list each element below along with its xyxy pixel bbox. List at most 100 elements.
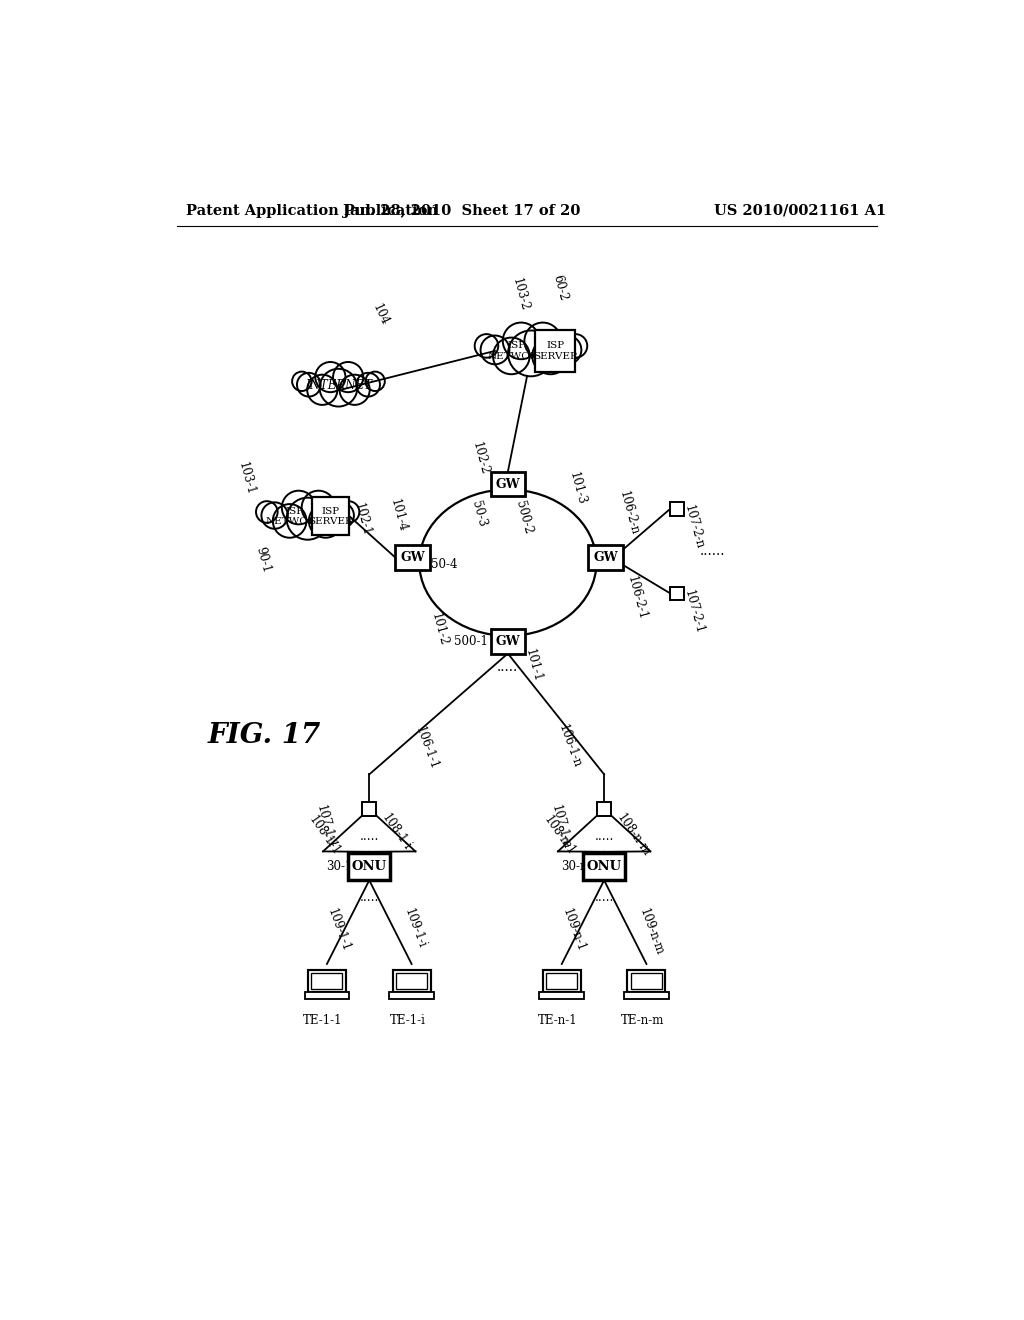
Text: US 2010/0021161 A1: US 2010/0021161 A1 — [715, 203, 887, 218]
Text: 101-4: 101-4 — [388, 498, 409, 533]
FancyBboxPatch shape — [535, 330, 575, 372]
Circle shape — [292, 372, 311, 391]
Text: 108-n-m: 108-n-m — [614, 812, 653, 859]
Text: Jan. 28, 2010  Sheet 17 of 20: Jan. 28, 2010 Sheet 17 of 20 — [343, 203, 581, 218]
Circle shape — [338, 502, 359, 523]
Text: 102-2: 102-2 — [469, 440, 490, 477]
Text: TE-n-m: TE-n-m — [621, 1014, 665, 1027]
FancyBboxPatch shape — [311, 498, 349, 536]
Text: 103-2: 103-2 — [509, 276, 530, 312]
Text: 50-4: 50-4 — [431, 558, 458, 572]
Circle shape — [272, 504, 306, 537]
Circle shape — [307, 375, 337, 405]
Text: TE-n-1: TE-n-1 — [538, 1014, 578, 1027]
Circle shape — [297, 372, 321, 396]
Circle shape — [328, 503, 354, 529]
Text: 90-1: 90-1 — [254, 545, 273, 574]
Text: 109-1-1: 109-1-1 — [325, 907, 352, 954]
Circle shape — [261, 503, 288, 529]
FancyBboxPatch shape — [490, 628, 525, 653]
Text: 107-1-1: 107-1-1 — [313, 804, 338, 850]
Circle shape — [256, 502, 278, 523]
FancyBboxPatch shape — [490, 471, 525, 496]
FancyBboxPatch shape — [389, 993, 434, 999]
Text: 108-1-i: 108-1-i — [379, 812, 414, 853]
Text: 109-1-i: 109-1-i — [401, 907, 428, 950]
Text: FIG. 17: FIG. 17 — [208, 722, 321, 750]
Circle shape — [319, 368, 357, 407]
Text: ISP
NETWORK: ISP NETWORK — [265, 507, 324, 527]
FancyBboxPatch shape — [597, 803, 611, 816]
Circle shape — [340, 375, 370, 405]
Text: 101-1: 101-1 — [523, 647, 544, 682]
Text: 109-n-m: 109-n-m — [637, 907, 666, 957]
Text: 103-1: 103-1 — [236, 461, 257, 496]
Circle shape — [493, 338, 529, 375]
FancyBboxPatch shape — [540, 993, 584, 999]
Text: 30-n: 30-n — [561, 861, 588, 874]
Text: 101-3: 101-3 — [567, 471, 589, 507]
Text: 107-1-n: 107-1-n — [549, 804, 572, 850]
Circle shape — [480, 335, 509, 364]
Text: ISP
NETWORK: ISP NETWORK — [487, 341, 546, 360]
Text: 104: 104 — [370, 302, 391, 327]
Text: 60-2: 60-2 — [550, 273, 569, 302]
FancyBboxPatch shape — [348, 853, 390, 880]
Text: 500-2: 500-2 — [513, 499, 535, 536]
FancyBboxPatch shape — [625, 993, 669, 999]
FancyBboxPatch shape — [304, 993, 349, 999]
Circle shape — [475, 334, 499, 358]
Circle shape — [309, 504, 342, 537]
Circle shape — [508, 330, 554, 376]
Circle shape — [563, 334, 587, 358]
Text: .....: ..... — [359, 891, 379, 904]
FancyBboxPatch shape — [671, 502, 684, 516]
FancyBboxPatch shape — [311, 973, 342, 989]
Circle shape — [503, 322, 540, 359]
FancyBboxPatch shape — [628, 970, 666, 993]
Circle shape — [287, 498, 329, 540]
Text: GW: GW — [400, 550, 425, 564]
Circle shape — [532, 338, 569, 375]
Text: Patent Application Publication: Patent Application Publication — [186, 203, 438, 218]
Text: GW: GW — [496, 478, 520, 491]
Text: .....: ..... — [498, 660, 518, 675]
Text: ONU: ONU — [351, 861, 387, 874]
FancyBboxPatch shape — [631, 973, 663, 989]
Text: 108-1-1: 108-1-1 — [306, 813, 343, 858]
Text: 50-3: 50-3 — [469, 499, 488, 528]
FancyBboxPatch shape — [671, 586, 684, 601]
FancyBboxPatch shape — [392, 970, 430, 993]
FancyBboxPatch shape — [583, 853, 626, 880]
Text: ONU: ONU — [587, 861, 622, 874]
Circle shape — [282, 491, 315, 524]
Text: ISP
SERVER: ISP SERVER — [532, 341, 578, 360]
Text: ......: ...... — [699, 544, 725, 558]
Text: 101-2: 101-2 — [429, 611, 451, 647]
Text: GW: GW — [593, 550, 617, 564]
FancyBboxPatch shape — [308, 970, 346, 993]
Text: INTERNET: INTERNET — [305, 379, 372, 392]
Text: 500-1: 500-1 — [454, 635, 487, 648]
Text: TE-1-1: TE-1-1 — [303, 1014, 343, 1027]
Text: .....: ..... — [359, 830, 379, 843]
Circle shape — [366, 372, 385, 391]
FancyBboxPatch shape — [543, 970, 581, 993]
Text: 108-n-1: 108-n-1 — [541, 813, 578, 858]
FancyBboxPatch shape — [546, 973, 578, 989]
Text: .....: ..... — [594, 830, 613, 843]
Text: 107-2-1: 107-2-1 — [682, 587, 706, 635]
Text: 107-2-n: 107-2-n — [682, 503, 706, 550]
Circle shape — [553, 335, 582, 364]
Circle shape — [302, 491, 335, 524]
Circle shape — [315, 362, 345, 392]
Circle shape — [524, 322, 561, 359]
Text: 106-2-1: 106-2-1 — [625, 574, 649, 622]
FancyBboxPatch shape — [396, 973, 427, 989]
Text: .....: ..... — [594, 891, 613, 904]
Text: 30-1: 30-1 — [327, 861, 353, 874]
FancyBboxPatch shape — [362, 803, 376, 816]
Text: GW: GW — [496, 635, 520, 648]
Text: 106-2-n: 106-2-n — [617, 490, 641, 536]
Text: TE-1-i: TE-1-i — [390, 1014, 426, 1027]
